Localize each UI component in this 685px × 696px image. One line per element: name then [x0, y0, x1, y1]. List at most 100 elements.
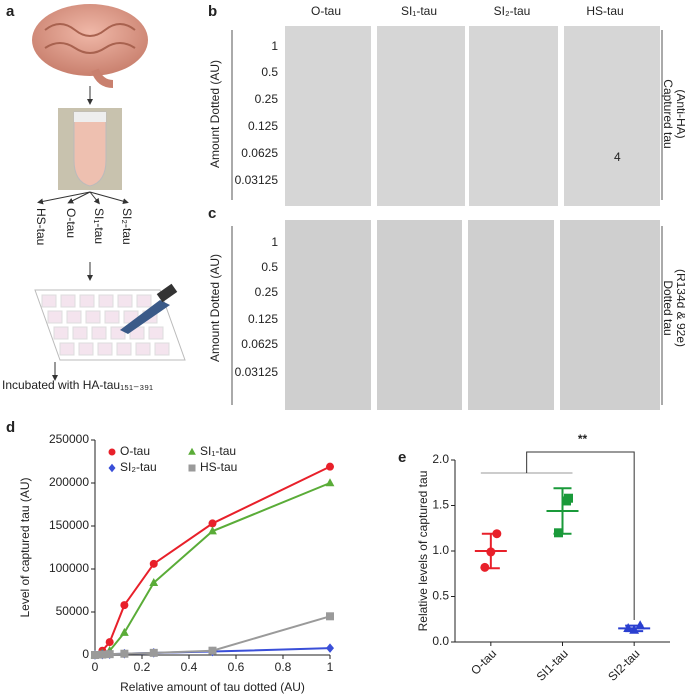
well: [135, 342, 151, 356]
well: [72, 326, 88, 340]
column-label: SI₂-tau: [494, 4, 531, 18]
row-label: 0.125: [248, 119, 278, 133]
well: [154, 342, 170, 356]
point: [486, 547, 496, 557]
point: [208, 646, 217, 655]
legend-swatch: [108, 448, 116, 456]
row-label: 0.5: [261, 260, 278, 274]
significance-label: **: [578, 432, 588, 446]
legend-label: O-tau: [120, 444, 150, 458]
row-label: 0.125: [248, 312, 278, 326]
column-label: O-tau: [311, 4, 341, 18]
well: [78, 342, 94, 356]
x-tick-label: 0: [92, 660, 99, 674]
well: [60, 294, 76, 308]
x-tick-label: 1: [327, 660, 334, 674]
well: [117, 294, 133, 308]
legend-swatch: [188, 447, 196, 455]
point: [105, 638, 114, 647]
point: [149, 648, 158, 657]
sample-label: O-tau: [64, 208, 78, 238]
y-tick-label: 0.0: [432, 634, 449, 648]
x-tick-label: 0.2: [134, 660, 151, 674]
row-label: 1: [271, 235, 278, 249]
row-label: 0.0625: [241, 146, 278, 160]
row-label: 0.0625: [241, 337, 278, 351]
tube-photo: [58, 108, 122, 190]
point: [119, 627, 129, 636]
well: [41, 294, 57, 308]
x-tick-label: 0.8: [275, 660, 292, 674]
blot-c: [285, 220, 660, 410]
x-tick-label: SI1-tau: [534, 646, 571, 683]
panel-label: d: [6, 419, 15, 436]
side-label: (R134d & 92e): [674, 269, 685, 347]
well: [47, 310, 63, 324]
well: [97, 342, 113, 356]
point: [98, 650, 107, 659]
row-label: 0.25: [255, 92, 279, 106]
point: [629, 624, 640, 634]
point: [208, 526, 217, 535]
well: [59, 342, 75, 356]
point: [120, 601, 129, 610]
y-tick-label: 0: [82, 647, 89, 661]
legend-label: SI₂-tau: [120, 460, 157, 474]
y-tick-label: 150000: [49, 518, 89, 532]
point: [635, 620, 646, 630]
well: [91, 326, 107, 340]
plate-illustration: [34, 283, 186, 361]
legend-label: SI₁-tau: [200, 444, 236, 458]
panel-label: a: [6, 3, 15, 20]
blot-separators: [371, 26, 564, 410]
well: [148, 326, 164, 340]
sample-label: HS-tau: [34, 208, 48, 245]
sample-label: SI₁-tau: [92, 208, 106, 244]
blot-b: [285, 26, 660, 206]
row-label: 0.03125: [235, 365, 279, 379]
y-tick-label: 200000: [49, 475, 89, 489]
x-tick-label: O-tau: [468, 646, 499, 677]
legend-swatch: [188, 464, 196, 472]
x-axis-label: Relative amount of tau dotted (AU): [120, 680, 305, 694]
significance-bracket: [526, 451, 635, 620]
y-tick-label: 0.5: [432, 589, 449, 603]
side-label: Dotted tau: [661, 280, 675, 335]
side-label: Captured tau: [661, 79, 675, 148]
split-arrows: [37, 191, 129, 205]
side-label: (Anti-HA): [674, 89, 685, 138]
point: [120, 649, 129, 658]
point: [149, 577, 159, 586]
y-axis-label: Amount Dotted (AU): [208, 254, 222, 362]
legend-label: HS-tau: [200, 460, 237, 474]
panel-label: b: [208, 3, 217, 20]
y-tick-label: 250000: [49, 432, 89, 446]
x-tick-label: SI2-tau: [605, 646, 642, 683]
well: [104, 310, 120, 324]
brain-illustration: [32, 4, 148, 88]
y-axis-label: Relative levels of captured tau: [416, 471, 430, 632]
y-tick-label: 50000: [56, 604, 90, 618]
point: [91, 651, 99, 659]
point: [208, 519, 217, 528]
point: [623, 622, 634, 632]
column-label: SI₁-tau: [401, 4, 437, 18]
well: [53, 326, 69, 340]
legend-swatch: [108, 463, 116, 473]
y-tick-label: 1.0: [432, 543, 449, 557]
point: [326, 462, 334, 471]
caption: Incubated with HA-tau₁₅₁₋₃₉₁: [2, 378, 153, 392]
y-tick-label: 100000: [49, 561, 89, 575]
x-tick-label: 0.6: [228, 660, 245, 674]
point: [480, 562, 490, 572]
panel-label: e: [398, 449, 406, 466]
y-axis-label: Amount Dotted (AU): [208, 60, 222, 168]
point: [492, 529, 502, 539]
y-tick-label: 2.0: [432, 452, 449, 466]
point: [105, 650, 114, 659]
row-label: 1: [271, 39, 278, 53]
point: [149, 559, 158, 568]
point: [554, 528, 563, 538]
sample-label: SI₂-tau: [120, 208, 134, 245]
